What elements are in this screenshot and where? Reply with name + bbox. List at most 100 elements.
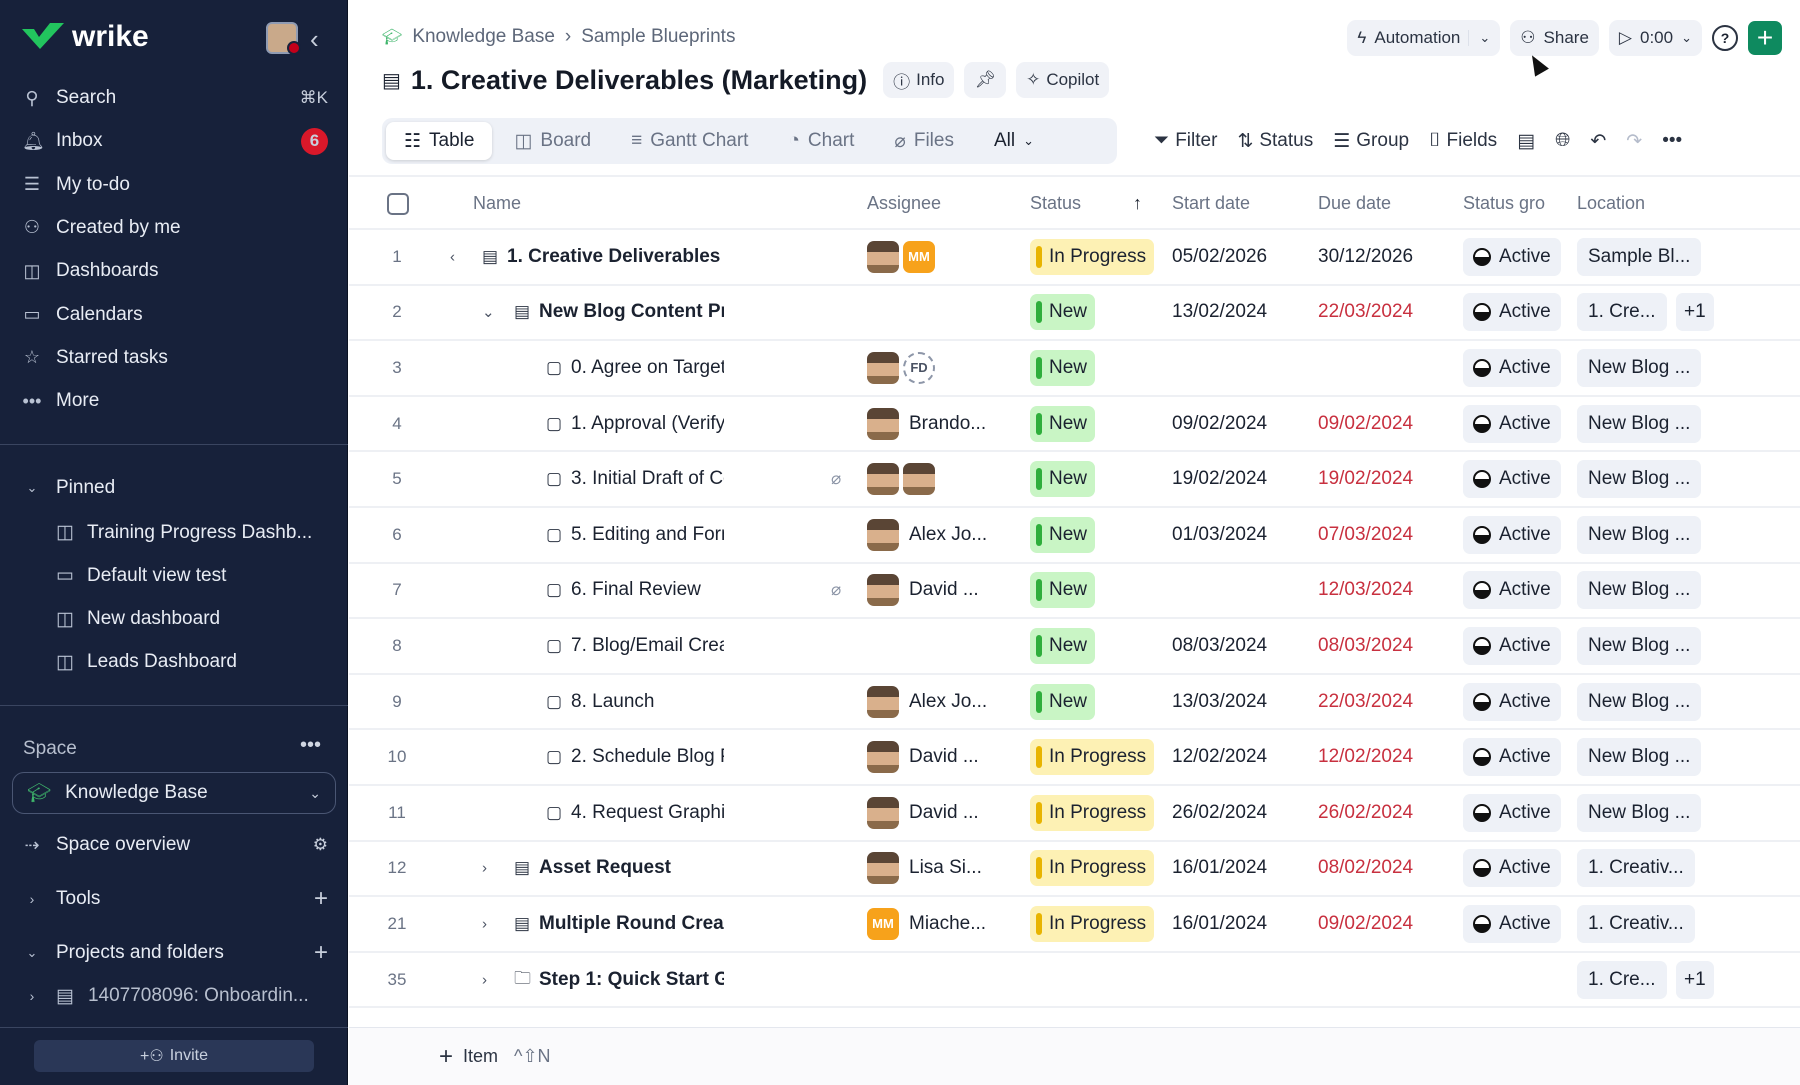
- start-date[interactable]: 13/02/2024: [1172, 301, 1268, 323]
- status-group-chip[interactable]: Active: [1463, 515, 1561, 554]
- status-group-chip[interactable]: Active: [1463, 293, 1561, 332]
- status-badge[interactable]: New: [1030, 683, 1096, 720]
- status-group-chip[interactable]: Active: [1463, 849, 1561, 888]
- table-row[interactable]: 21 › ▤ Multiple Round Creative Process M…: [349, 897, 1800, 953]
- due-date[interactable]: 30/12/2026: [1318, 245, 1414, 267]
- location-chip[interactable]: New Blog ...: [1577, 460, 1702, 499]
- chevron-down-icon[interactable]: ⌄: [1681, 30, 1692, 45]
- automation-button[interactable]: ϟ Automation ⌄: [1347, 20, 1501, 56]
- pinned-item[interactable]: ◫ New dashboard: [55, 608, 220, 631]
- user-avatar[interactable]: [266, 22, 301, 55]
- location-chip[interactable]: New Blog ...: [1577, 515, 1702, 554]
- space-more-icon[interactable]: •••: [300, 734, 322, 756]
- pinned-item[interactable]: ◫ Training Progress Dashb...: [55, 521, 312, 544]
- attachment-icon[interactable]: ⌀: [831, 469, 842, 489]
- expand-toggle-icon[interactable]: ›: [482, 859, 487, 877]
- avatar[interactable]: [867, 796, 899, 829]
- fields-button[interactable]: ⌷ Fields: [1429, 122, 1497, 160]
- sort-status-button[interactable]: ⇅ Status: [1237, 122, 1313, 160]
- start-date[interactable]: 09/02/2024: [1172, 412, 1268, 434]
- status-group-chip[interactable]: Active: [1463, 571, 1561, 610]
- status-badge[interactable]: New: [1030, 461, 1096, 498]
- item-name[interactable]: Step 1: Quick Start Guide: [539, 968, 724, 990]
- avatar-placeholder[interactable]: FD: [903, 351, 935, 384]
- due-date[interactable]: 08/03/2024: [1318, 634, 1414, 656]
- due-date[interactable]: 19/02/2024: [1318, 468, 1414, 490]
- tab-board[interactable]: ◫ Board: [496, 122, 609, 160]
- avatar-initials[interactable]: MM: [867, 907, 899, 940]
- status-badge[interactable]: In Progress: [1030, 905, 1155, 942]
- avatar[interactable]: [867, 574, 899, 607]
- sort-ascending-icon[interactable]: ↑: [1133, 193, 1142, 213]
- filter-button[interactable]: ⏷ Filter: [1154, 122, 1217, 160]
- avatar-initials[interactable]: MM: [903, 240, 935, 273]
- start-date[interactable]: 12/02/2024: [1172, 746, 1268, 768]
- location-chip[interactable]: New Blog ...: [1577, 571, 1702, 610]
- status-badge[interactable]: In Progress: [1030, 850, 1155, 887]
- item-name[interactable]: 6. Final Review: [571, 579, 701, 601]
- assignee-cell[interactable]: David ...: [867, 796, 979, 829]
- avatar[interactable]: [867, 463, 899, 496]
- avatar[interactable]: [867, 351, 899, 384]
- sidebar-item-search[interactable]: ⚲ Search ⌘K: [22, 80, 328, 116]
- location-chip[interactable]: 1. Creativ...: [1577, 904, 1695, 943]
- avatar[interactable]: [867, 852, 899, 885]
- status-badge[interactable]: New: [1030, 349, 1096, 386]
- table-row[interactable]: 6 ▢ 5. Editing and Formatting Alex Jo...…: [349, 508, 1800, 564]
- avatar[interactable]: [903, 463, 935, 496]
- item-name[interactable]: 3. Initial Draft of Content: [571, 468, 724, 490]
- status-group-chip[interactable]: Active: [1463, 348, 1561, 387]
- project-item[interactable]: › ▤ 1407708096: Onboardin...: [22, 978, 328, 1014]
- item-name[interactable]: 0. Agree on Target Segment: [571, 356, 724, 378]
- due-date[interactable]: 09/02/2024: [1318, 412, 1414, 434]
- share-button[interactable]: ⚇ Share: [1510, 20, 1599, 56]
- avatar[interactable]: [867, 741, 899, 774]
- location-chip[interactable]: New Blog ...: [1577, 793, 1702, 832]
- status-badge[interactable]: New: [1030, 516, 1096, 553]
- breadcrumb-space[interactable]: Knowledge Base: [412, 26, 555, 47]
- status-group-chip[interactable]: Active: [1463, 626, 1561, 665]
- breadcrumb-folder[interactable]: Sample Blueprints: [581, 26, 736, 47]
- start-date[interactable]: 16/01/2024: [1172, 857, 1268, 879]
- assignee-cell[interactable]: Lisa Si...: [867, 852, 982, 885]
- avatar[interactable]: [867, 518, 899, 551]
- chevron-down-icon[interactable]: ⌄: [1468, 30, 1490, 46]
- table-row[interactable]: 5 ▢ 3. Initial Draft of Content ⌀ New 19…: [349, 452, 1800, 508]
- pinned-section-toggle[interactable]: ⌄ Pinned: [22, 470, 328, 506]
- due-date[interactable]: 22/03/2024: [1318, 690, 1414, 712]
- assignee-cell[interactable]: David ...: [867, 741, 979, 774]
- status-badge[interactable]: New: [1030, 294, 1096, 331]
- avatar[interactable]: [867, 685, 899, 718]
- due-date[interactable]: 22/03/2024: [1318, 301, 1414, 323]
- space-selector[interactable]: 🎓︎ Knowledge Base ⌄: [12, 772, 336, 814]
- tab-files[interactable]: ⌀ Files: [876, 122, 972, 160]
- table-row[interactable]: 1 ‹ ▤ 1. Creative Deliverables (Marketin…: [349, 230, 1800, 286]
- start-date[interactable]: 05/02/2026: [1172, 245, 1268, 267]
- location-chip[interactable]: 1. Creativ...: [1577, 849, 1695, 888]
- start-date[interactable]: 13/03/2024: [1172, 690, 1268, 712]
- tab-chart[interactable]: ◔ Chart: [770, 122, 872, 160]
- expand-toggle-icon[interactable]: ⌄: [482, 304, 495, 322]
- column-location[interactable]: Location: [1577, 193, 1646, 213]
- tab-table[interactable]: ☷ Table: [386, 122, 493, 160]
- table-row[interactable]: 11 ▢ 4. Request Graphics David ... In Pr…: [349, 786, 1800, 842]
- assignee-cell[interactable]: Brando...: [867, 407, 986, 440]
- location-chip[interactable]: 1. Cre...: [1577, 293, 1667, 332]
- info-button[interactable]: ⓘ Info: [883, 62, 955, 98]
- invite-button[interactable]: +⚇ Invite: [34, 1040, 314, 1072]
- column-assignee[interactable]: Assignee: [867, 193, 942, 213]
- status-badge[interactable]: New: [1030, 572, 1096, 609]
- create-new-button[interactable]: +: [1748, 21, 1782, 55]
- add-project-icon[interactable]: +: [313, 939, 328, 966]
- gear-icon[interactable]: ⚙: [312, 835, 328, 854]
- item-name[interactable]: 1. Creative Deliverables (Marketing): [507, 245, 724, 267]
- due-date[interactable]: 09/02/2024: [1318, 912, 1414, 934]
- space-overview[interactable]: ⇢ Space overview ⚙: [22, 827, 328, 863]
- table-row[interactable]: 8 ▢ 7. Blog/Email Creation New 08/03/202…: [349, 619, 1800, 675]
- sidebar-item-calendars[interactable]: ▭ Calendars: [22, 297, 328, 333]
- status-badge[interactable]: In Progress: [1030, 238, 1155, 275]
- wrike-logo[interactable]: wrike: [22, 20, 149, 54]
- column-status-group[interactable]: Status gro: [1463, 193, 1546, 213]
- location-chip[interactable]: Sample Bl...: [1577, 237, 1702, 276]
- all-views-dropdown[interactable]: All ⌄: [976, 122, 1052, 160]
